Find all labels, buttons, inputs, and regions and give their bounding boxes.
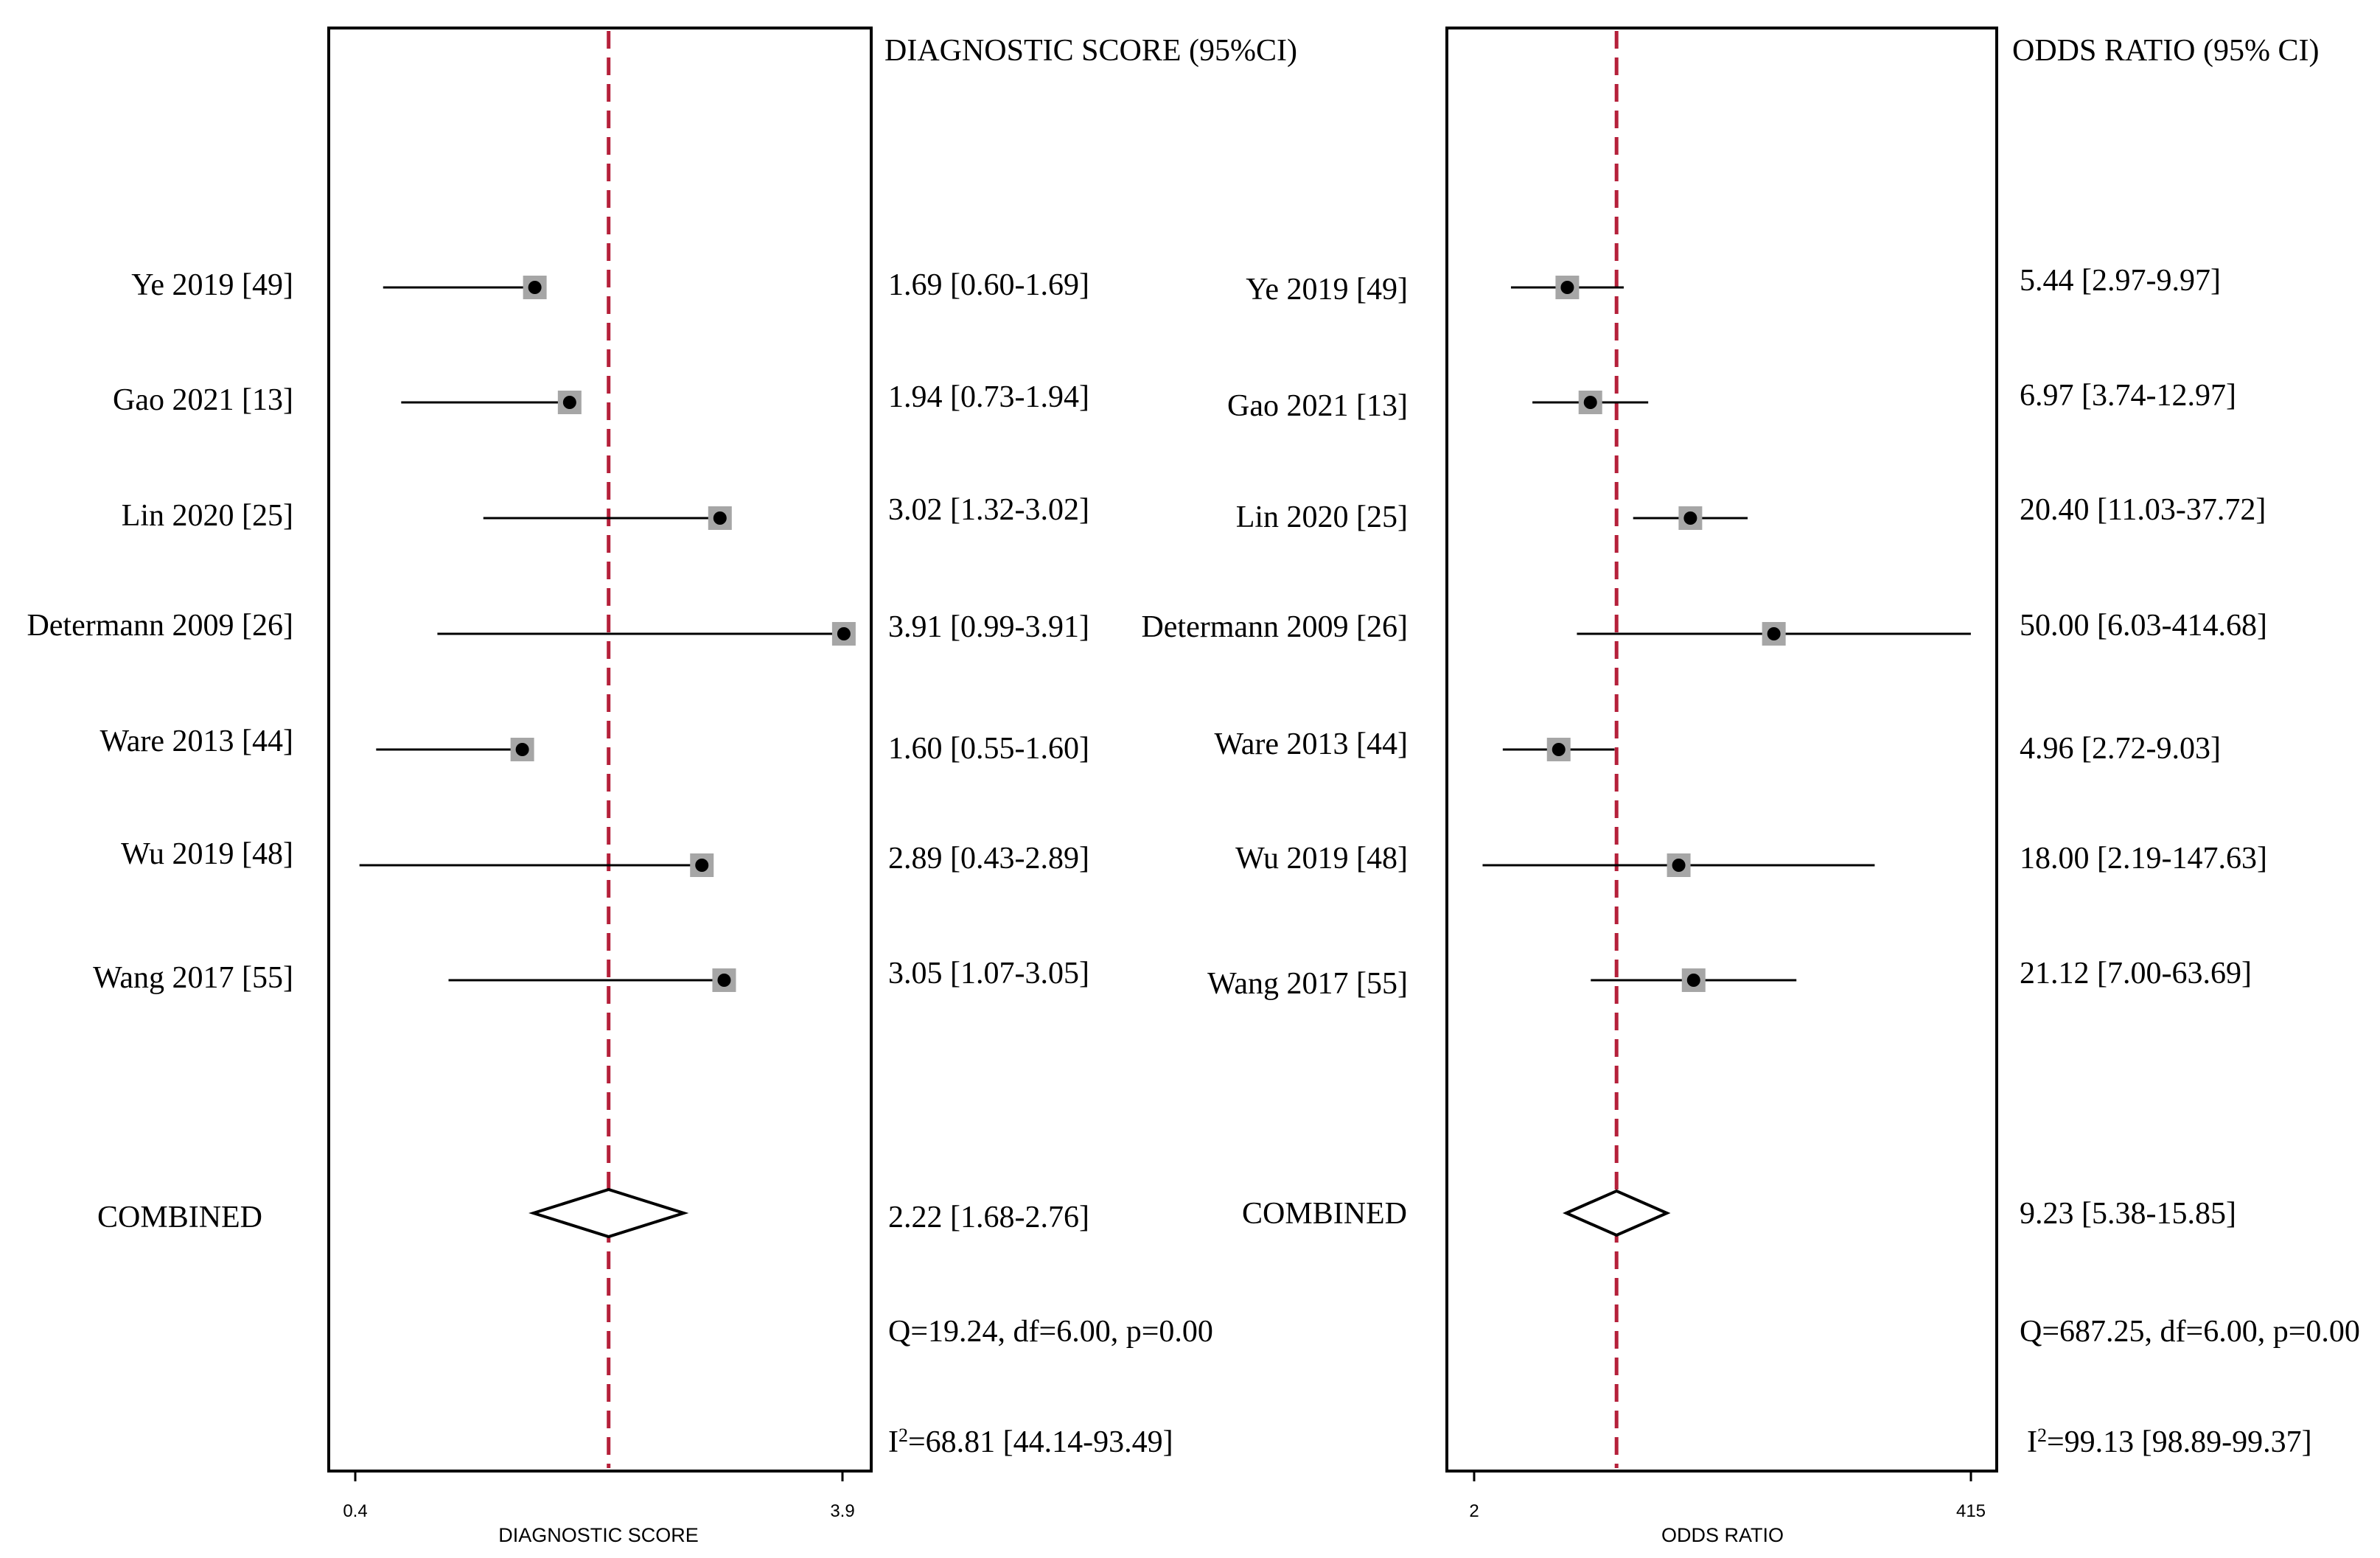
diagnostic-score-panel: DIAGNOSTIC SCORE (95%CI) COMBINED 2.22 [… [27, 27, 1297, 1546]
study-point [1686, 974, 1700, 987]
column-header: DIAGNOSTIC SCORE (95%CI) [884, 34, 1297, 68]
study-label: Determann 2009 [26] [27, 609, 293, 643]
study-point [717, 974, 731, 987]
combined-diamond [528, 1187, 689, 1239]
study-label: Wu 2019 [48] [121, 837, 293, 871]
study-point [695, 859, 709, 872]
study-label: Gao 2021 [13] [1227, 389, 1408, 423]
study-label: Lin 2020 [25] [122, 499, 293, 533]
study-value: 18.00 [2.19-147.63] [2020, 842, 2267, 876]
study-point [1683, 511, 1697, 525]
study-value: 3.91 [0.99-3.91] [888, 610, 1089, 644]
study-point [1767, 627, 1781, 640]
study-value: 1.69 [0.60-1.69] [888, 268, 1089, 302]
study-label: Ye 2019 [49] [1246, 273, 1408, 307]
x-tick-label-max: 415 [1956, 1501, 1986, 1521]
study-point [562, 396, 576, 409]
combined-value: 2.22 [1.68-2.76] [888, 1201, 1089, 1234]
x-axis-label: ODDS RATIO [1661, 1524, 1784, 1546]
combined-label: COMBINED [97, 1201, 262, 1234]
study-value: 3.05 [1.07-3.05] [888, 957, 1089, 991]
x-axis-label: DIAGNOSTIC SCORE [498, 1524, 699, 1546]
i2-text: I2=99.13 [98.89-99.37] [2027, 1425, 2312, 1460]
odds-ratio-panel: ODDS RATIO (95% CI) COMBINED 9.23 [5.38-… [1141, 27, 2360, 1546]
heterogeneity-text: Q=19.24, df=6.00, p=0.00 [888, 1315, 1213, 1349]
study-value: 4.96 [2.72-9.03] [2020, 732, 2221, 766]
study-point [837, 627, 851, 640]
x-tick-label-min: 2 [1469, 1501, 1479, 1521]
heterogeneity-text: Q=687.25, df=6.00, p=0.00 [2020, 1315, 2360, 1349]
study-point [1672, 859, 1686, 872]
combined-diamond [1563, 1189, 1671, 1237]
x-tick-label-min: 0.4 [343, 1501, 367, 1521]
study-label: Ye 2019 [49] [131, 268, 293, 302]
study-point [1583, 396, 1597, 409]
study-value: 3.02 [1.32-3.02] [888, 493, 1089, 527]
study-label: Determann 2009 [26] [1141, 610, 1408, 644]
study-label: Ware 2013 [44] [100, 724, 293, 758]
x-tick-label-max: 3.9 [830, 1501, 854, 1521]
study-point [1552, 743, 1566, 756]
study-point [528, 281, 542, 294]
study-point [1560, 281, 1574, 294]
study-value: 1.94 [0.73-1.94] [888, 380, 1089, 414]
combined-value: 9.23 [5.38-15.85] [2020, 1197, 2236, 1231]
study-label: Lin 2020 [25] [1236, 500, 1408, 534]
study-label: Wang 2017 [55] [1207, 967, 1408, 1001]
combined-label: COMBINED [1242, 1197, 1407, 1231]
study-label: Wu 2019 [48] [1235, 842, 1408, 876]
study-value: 50.00 [6.03-414.68] [2020, 609, 2267, 643]
study-label: Wang 2017 [55] [93, 961, 293, 995]
study-value: 6.97 [3.74-12.97] [2020, 379, 2236, 413]
study-label: Gao 2021 [13] [113, 383, 293, 417]
study-point [515, 743, 529, 756]
study-value: 2.89 [0.43-2.89] [888, 842, 1089, 876]
study-point [713, 511, 727, 525]
study-label: Ware 2013 [44] [1214, 727, 1408, 761]
i2-text: I2=68.81 [44.14-93.49] [888, 1425, 1173, 1460]
study-value: 5.44 [2.97-9.97] [2020, 264, 2221, 298]
study-value: 21.12 [7.00-63.69] [2020, 957, 2252, 991]
column-header: ODDS RATIO (95% CI) [2012, 34, 2319, 68]
study-value: 1.60 [0.55-1.60] [888, 732, 1089, 766]
study-value: 20.40 [11.03-37.72] [2020, 493, 2266, 527]
